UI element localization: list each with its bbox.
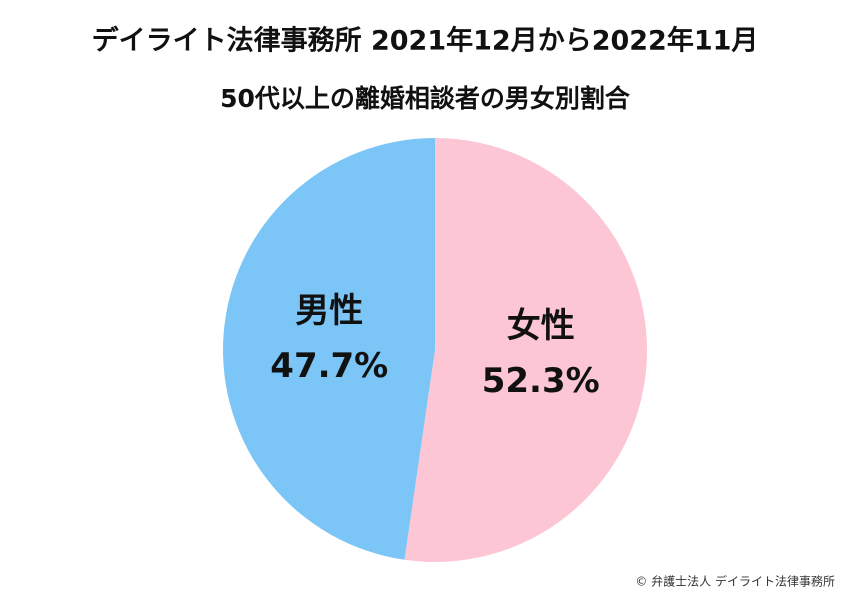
footer: © 弁護士法人 デイライト法律事務所 bbox=[635, 574, 835, 589]
chart-subtitle: 50代以上の離婚相談者の男女別割合 bbox=[220, 84, 631, 113]
slice-value-label: 47.7% bbox=[270, 346, 388, 386]
slice-category: 男性 bbox=[295, 291, 363, 331]
slice-category: 女性 bbox=[507, 306, 575, 346]
chart-title: デイライト法律事務所 2021年12月から2022年11月 bbox=[92, 25, 759, 57]
slice-value-label: 52.3% bbox=[482, 361, 600, 401]
pie-slice bbox=[404, 138, 647, 562]
pie-slice bbox=[222, 138, 435, 560]
